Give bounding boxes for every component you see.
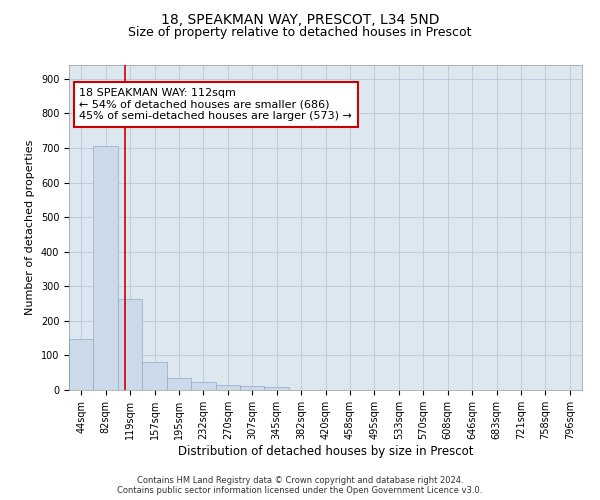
- Text: 18, SPEAKMAN WAY, PRESCOT, L34 5ND: 18, SPEAKMAN WAY, PRESCOT, L34 5ND: [161, 12, 439, 26]
- Bar: [215, 385, 240, 390]
- X-axis label: Distribution of detached houses by size in Prescot: Distribution of detached houses by size …: [178, 444, 473, 458]
- Bar: [69, 339, 94, 390]
- Bar: [142, 362, 167, 390]
- Y-axis label: Number of detached properties: Number of detached properties: [25, 140, 35, 315]
- Text: 18 SPEAKMAN WAY: 112sqm
← 54% of detached houses are smaller (686)
45% of semi-d: 18 SPEAKMAN WAY: 112sqm ← 54% of detache…: [79, 88, 352, 121]
- Bar: [240, 386, 265, 390]
- Bar: [167, 378, 191, 390]
- Text: Contains HM Land Registry data © Crown copyright and database right 2024.
Contai: Contains HM Land Registry data © Crown c…: [118, 476, 482, 495]
- Text: Size of property relative to detached houses in Prescot: Size of property relative to detached ho…: [128, 26, 472, 39]
- Bar: [94, 146, 118, 390]
- Bar: [191, 382, 215, 390]
- Bar: [118, 298, 142, 390]
- Bar: [265, 386, 289, 390]
